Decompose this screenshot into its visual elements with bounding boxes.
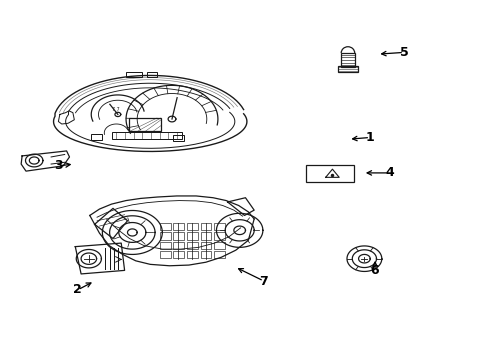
Bar bbox=[160, 251, 170, 258]
Bar bbox=[91, 134, 102, 140]
Text: 2: 2 bbox=[73, 283, 82, 296]
Bar bbox=[214, 223, 224, 230]
Bar bbox=[111, 132, 181, 139]
Bar bbox=[186, 223, 197, 230]
Bar bbox=[214, 242, 224, 249]
Bar bbox=[186, 233, 197, 239]
Bar bbox=[214, 233, 224, 239]
Bar bbox=[200, 233, 211, 239]
Text: 3: 3 bbox=[54, 159, 62, 172]
Text: 7 7: 7 7 bbox=[111, 107, 119, 112]
Bar bbox=[338, 66, 357, 72]
Bar bbox=[129, 118, 161, 131]
Bar bbox=[200, 242, 211, 249]
Text: 4: 4 bbox=[385, 166, 393, 179]
Text: 1: 1 bbox=[365, 131, 374, 144]
Text: 7: 7 bbox=[259, 275, 267, 288]
Bar bbox=[173, 233, 183, 239]
Bar bbox=[173, 223, 183, 230]
Bar bbox=[173, 251, 183, 258]
Bar bbox=[146, 72, 156, 77]
Bar bbox=[214, 251, 224, 258]
Text: 5: 5 bbox=[399, 46, 407, 59]
Bar bbox=[126, 72, 141, 77]
Bar bbox=[186, 242, 197, 249]
Bar bbox=[200, 251, 211, 258]
Text: 6: 6 bbox=[370, 264, 379, 277]
Bar bbox=[160, 233, 170, 239]
Bar bbox=[173, 135, 183, 141]
Bar bbox=[186, 251, 197, 258]
Bar bbox=[341, 53, 354, 67]
Bar bbox=[200, 223, 211, 230]
Bar bbox=[160, 223, 170, 230]
Bar bbox=[173, 242, 183, 249]
Bar bbox=[160, 242, 170, 249]
